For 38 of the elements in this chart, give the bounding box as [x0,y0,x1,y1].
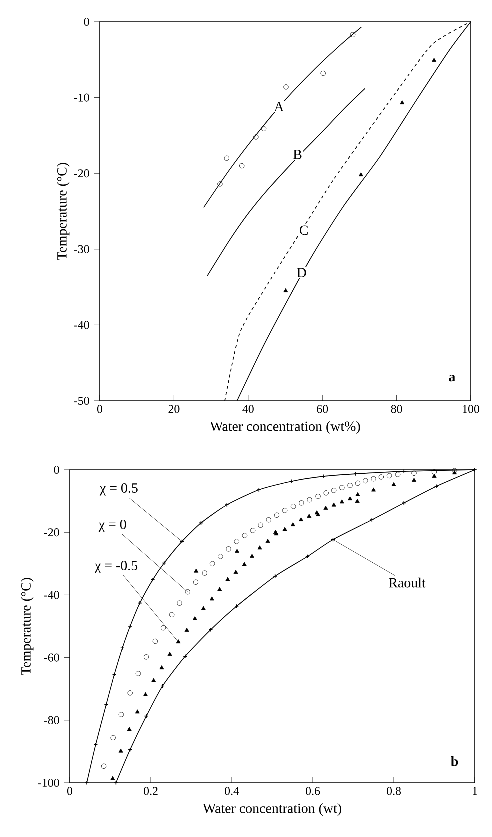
x-axis-title: Water concentration (wt) [202,803,342,816]
y-tick-label: -100 [38,778,60,788]
annotation: a [449,374,456,382]
annotation: C [300,226,308,236]
annotation: b [451,756,458,766]
x-tick-label: 0.4 [224,787,240,796]
x-tick-label: 40 [242,405,254,414]
y-axis-title: Temperature (°C) [57,163,70,260]
x-tick-label: 60 [317,405,328,414]
y-tick-label: -60 [44,654,60,662]
x-tick-label: 0 [67,787,73,796]
y-tick-label: -10 [74,94,90,102]
y-axis-title: Temperature (°C) [21,578,34,676]
annotation: Raoult [389,578,426,588]
x-tick-label: 0.6 [306,787,320,796]
annotation: B [294,150,302,160]
annotation: χ = 0.5 [100,484,138,496]
annotation: χ = -0.5 [94,561,138,574]
y-tick-label: 0 [84,18,90,26]
x-tick-label: 0.2 [144,787,158,796]
x-tick-label: 100 [463,405,480,414]
y-tick-label: -80 [44,716,60,724]
x-tick-label: 0.8 [386,787,402,796]
x-tick-label: 0 [97,405,103,414]
x-axis-title: Water concentration (wt%) [210,421,360,434]
y-tick-label: -30 [74,245,90,254]
x-tick-label: 20 [168,405,180,414]
y-tick-label: 0 [54,466,60,474]
y-tick-label: -40 [74,321,90,330]
annotation: χ = 0 [98,520,126,532]
y-tick-label: -40 [44,591,60,600]
annotation: D [297,268,306,278]
x-tick-label: 80 [391,405,402,414]
y-tick-label: -50 [74,396,90,406]
annotation: A [274,102,284,112]
x-tick-label: 1 [473,787,478,796]
y-tick-label: -20 [44,528,60,537]
y-tick-label: -20 [74,170,90,178]
